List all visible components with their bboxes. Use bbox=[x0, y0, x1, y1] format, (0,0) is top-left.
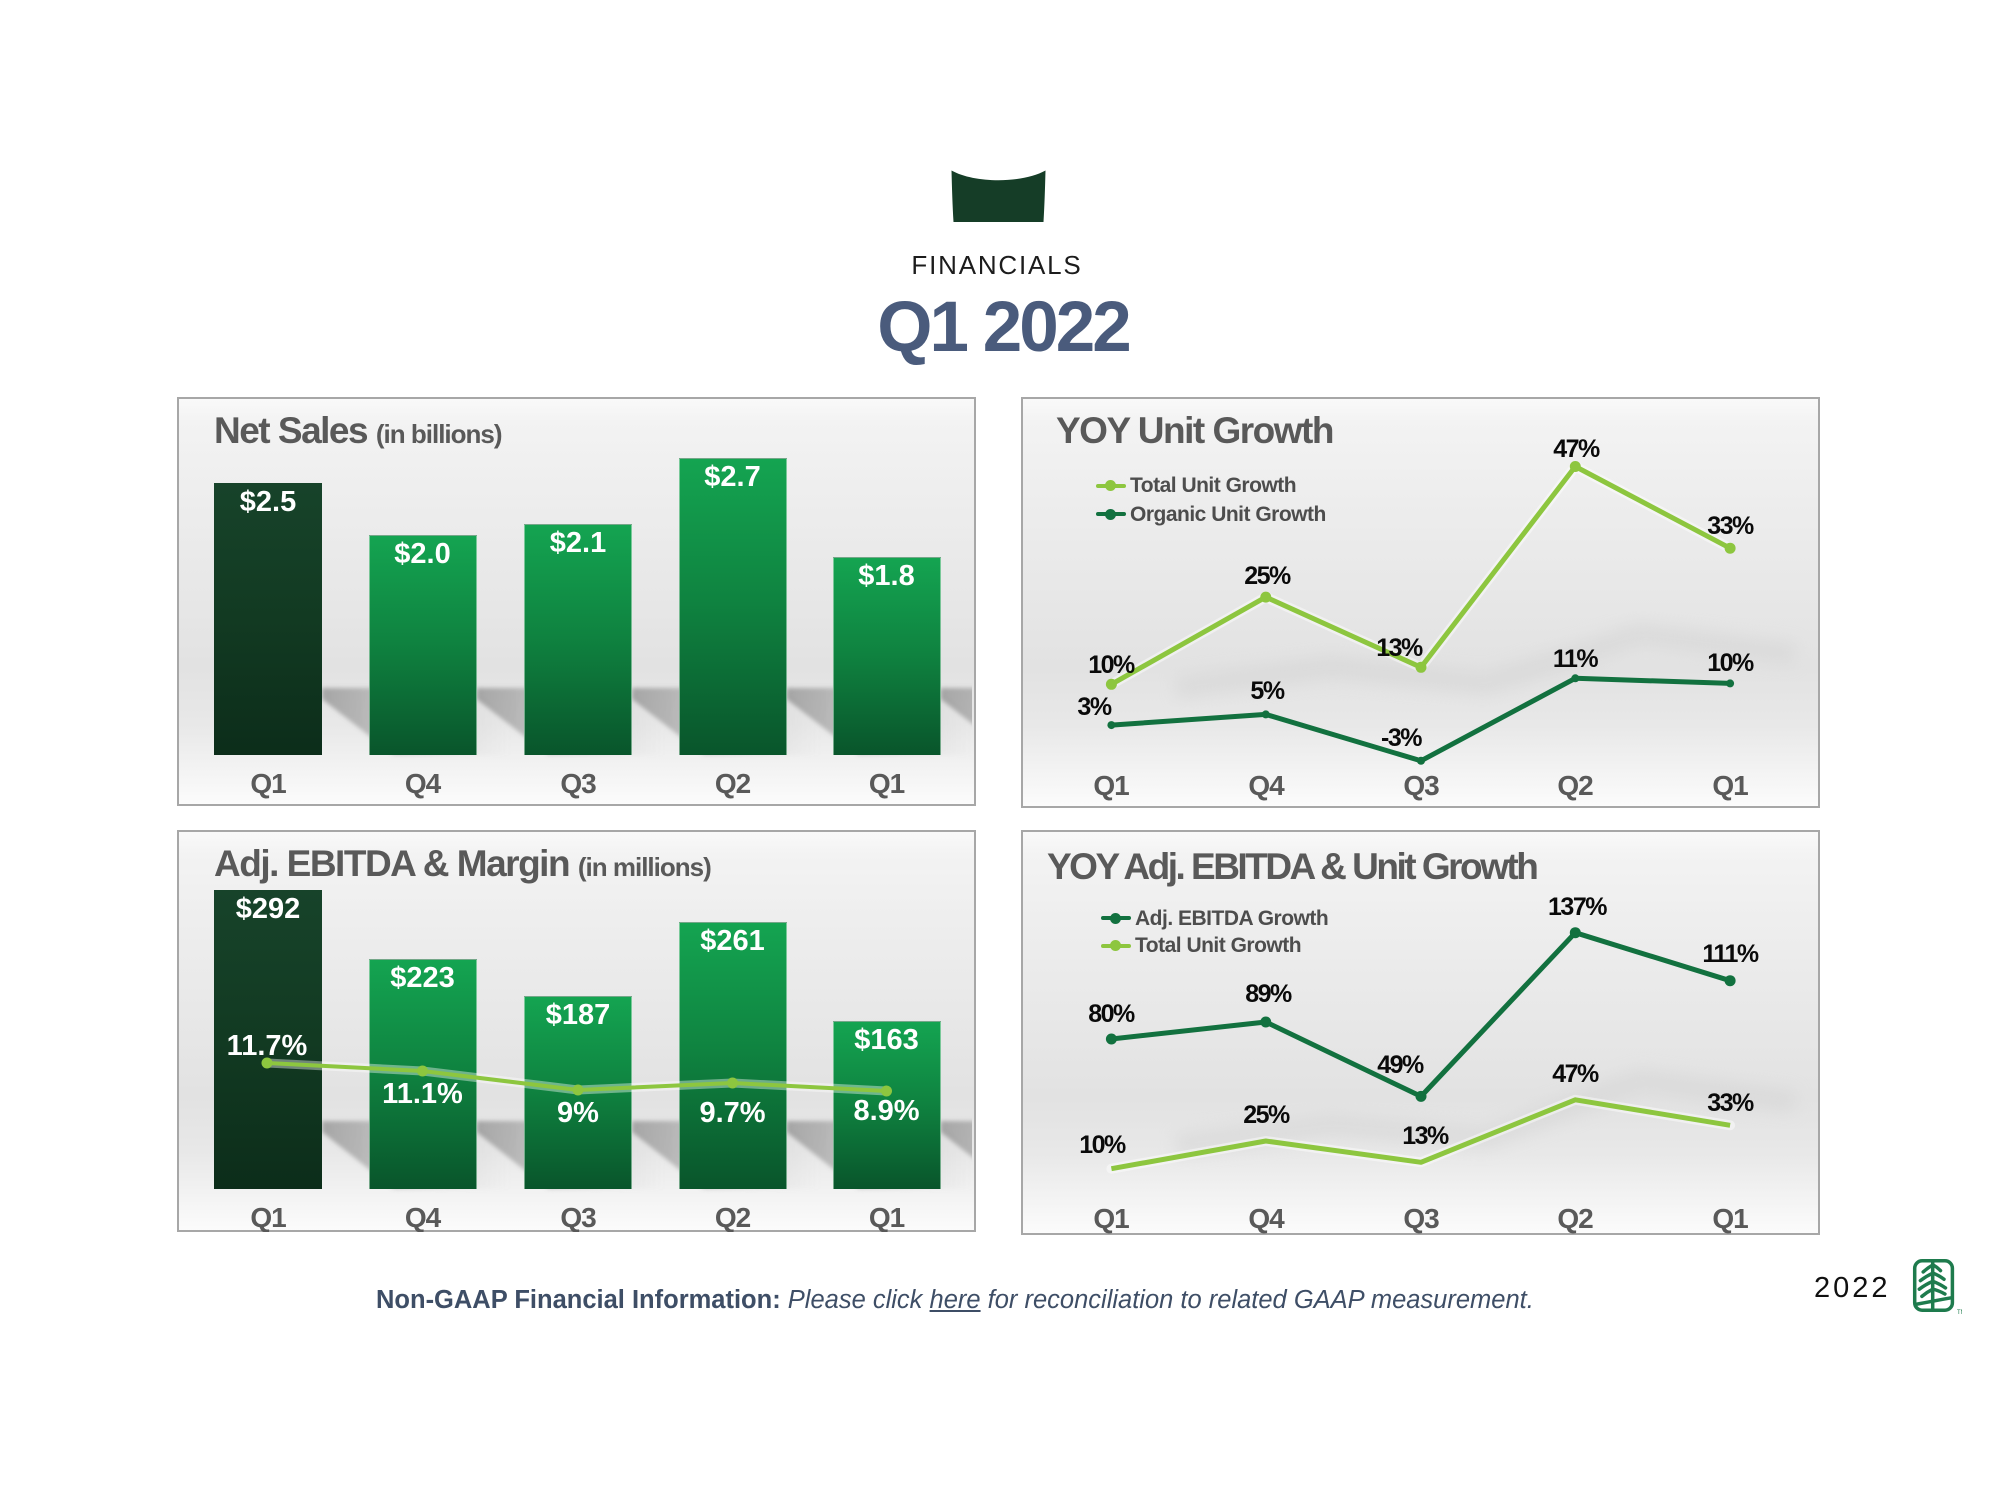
svg-text:TM: TM bbox=[1957, 1310, 1962, 1316]
